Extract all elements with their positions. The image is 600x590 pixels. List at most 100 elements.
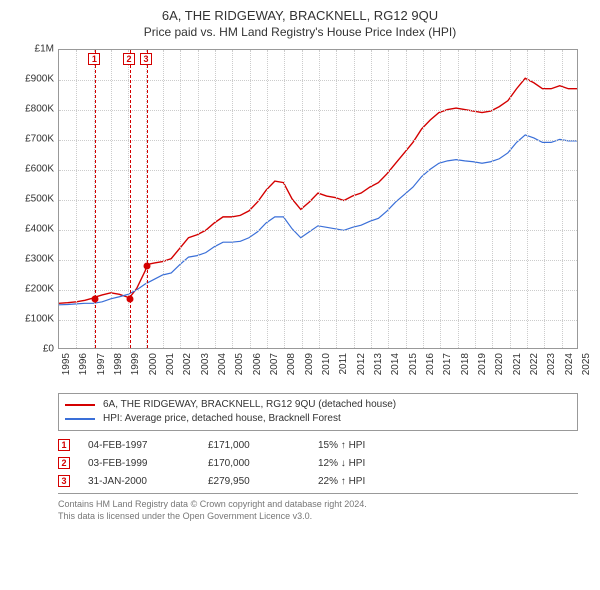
footer-line: This data is licensed under the Open Gov… (58, 510, 578, 522)
y-tick-label: £800K (10, 104, 54, 115)
x-tick-label: 2013 (373, 353, 384, 375)
transaction-marker: 2 (58, 457, 70, 469)
x-tick-label: 1996 (78, 353, 89, 375)
plot-area (58, 49, 578, 349)
transactions-table: 104-FEB-1997£171,00015% ↑ HPI 2 03-FEB-199… (58, 439, 578, 487)
x-tick-label: 2019 (477, 353, 488, 375)
y-tick-label: £900K (10, 74, 54, 85)
transaction-price: £170,000 (208, 458, 318, 469)
x-tick-label: 1995 (61, 353, 72, 375)
x-tick-label: 2007 (269, 353, 280, 375)
gridline-v (198, 50, 199, 348)
gridline-h (59, 260, 577, 261)
chart-area: £0£100K£200K£300K£400K£500K£600K£700K£80… (12, 45, 588, 391)
gridline-v (163, 50, 164, 348)
transaction-price: £279,950 (208, 476, 318, 487)
x-tick-label: 2000 (148, 353, 159, 375)
gridline-v (475, 50, 476, 348)
transaction-row: 331-JAN-2000£279,95022% ↑ HPI (58, 475, 578, 487)
gridline-v (440, 50, 441, 348)
legend-label: HPI: Average price, detached house, Brac… (103, 412, 341, 426)
y-tick-label: £600K (10, 164, 54, 175)
gridline-h (59, 200, 577, 201)
x-tick-label: 1998 (113, 353, 124, 375)
gridline-h (59, 290, 577, 291)
footer-attribution: Contains HM Land Registry data © Crown c… (58, 493, 578, 522)
y-tick-label: £0 (10, 344, 54, 355)
x-tick-label: 2004 (217, 353, 228, 375)
x-tick-label: 2017 (442, 353, 453, 375)
legend-swatch (65, 404, 95, 406)
x-tick-label: 2022 (529, 353, 540, 375)
gridline-v (336, 50, 337, 348)
x-tick-label: 2008 (286, 353, 297, 375)
gridline-v (406, 50, 407, 348)
series-line (59, 135, 577, 305)
gridline-v (371, 50, 372, 348)
event-marker-line (130, 50, 131, 348)
event-marker-dot (92, 295, 99, 302)
x-tick-label: 2002 (182, 353, 193, 375)
gridline-v (562, 50, 563, 348)
gridline-v (354, 50, 355, 348)
gridline-v (423, 50, 424, 348)
gridline-v (492, 50, 493, 348)
transaction-row: 104-FEB-1997£171,00015% ↑ HPI (58, 439, 578, 451)
gridline-h (59, 140, 577, 141)
gridline-v (458, 50, 459, 348)
transaction-pct: 15% ↑ HPI (318, 440, 418, 451)
gridline-v (284, 50, 285, 348)
footer-line: Contains HM Land Registry data © Crown c… (58, 498, 578, 510)
x-tick-label: 2023 (546, 353, 557, 375)
x-tick-label: 2016 (425, 353, 436, 375)
gridline-h (59, 110, 577, 111)
x-tick-label: 2006 (252, 353, 263, 375)
transaction-date: 03-FEB-1999 (88, 458, 208, 469)
y-tick-label: £1M (10, 44, 54, 55)
gridline-v (302, 50, 303, 348)
gridline-v (319, 50, 320, 348)
x-tick-label: 2014 (390, 353, 401, 375)
event-marker-box: 2 (123, 53, 135, 65)
gridline-v (232, 50, 233, 348)
gridline-v (527, 50, 528, 348)
series-lines (59, 50, 577, 348)
event-marker-box: 1 (88, 53, 100, 65)
gridline-v (250, 50, 251, 348)
x-tick-label: 2003 (200, 353, 211, 375)
y-tick-label: £300K (10, 254, 54, 265)
gridline-h (59, 230, 577, 231)
y-tick-label: £100K (10, 314, 54, 325)
chart-title: 6A, THE RIDGEWAY, BRACKNELL, RG12 9QU (12, 8, 588, 23)
gridline-h (59, 170, 577, 171)
transaction-marker: 3 (58, 475, 70, 487)
legend: 6A, THE RIDGEWAY, BRACKNELL, RG12 9QU (d… (58, 393, 578, 431)
x-tick-label: 2005 (234, 353, 245, 375)
transaction-pct: 12% ↓ HPI (318, 458, 418, 469)
y-tick-label: £200K (10, 284, 54, 295)
gridline-v (544, 50, 545, 348)
event-marker-dot (144, 263, 151, 270)
x-tick-label: 2021 (512, 353, 523, 375)
event-marker-line (147, 50, 148, 348)
x-tick-label: 1997 (96, 353, 107, 375)
x-tick-label: 1999 (130, 353, 141, 375)
y-tick-label: £500K (10, 194, 54, 205)
x-tick-label: 2009 (304, 353, 315, 375)
series-line (59, 78, 577, 303)
x-tick-label: 2015 (408, 353, 419, 375)
transaction-row: 2 03-FEB-1999£170,00012% ↓ HPI (58, 457, 578, 469)
x-tick-label: 2010 (321, 353, 332, 375)
event-marker-dot (127, 296, 134, 303)
event-marker-box: 3 (140, 53, 152, 65)
gridline-v (76, 50, 77, 348)
x-tick-label: 2025 (581, 353, 592, 375)
legend-swatch (65, 418, 95, 420)
transaction-date: 04-FEB-1997 (88, 440, 208, 451)
gridline-v (215, 50, 216, 348)
transaction-pct: 22% ↑ HPI (318, 476, 418, 487)
legend-item: HPI: Average price, detached house, Brac… (65, 412, 571, 426)
gridline-h (59, 80, 577, 81)
gridline-v (111, 50, 112, 348)
x-tick-label: 2001 (165, 353, 176, 375)
